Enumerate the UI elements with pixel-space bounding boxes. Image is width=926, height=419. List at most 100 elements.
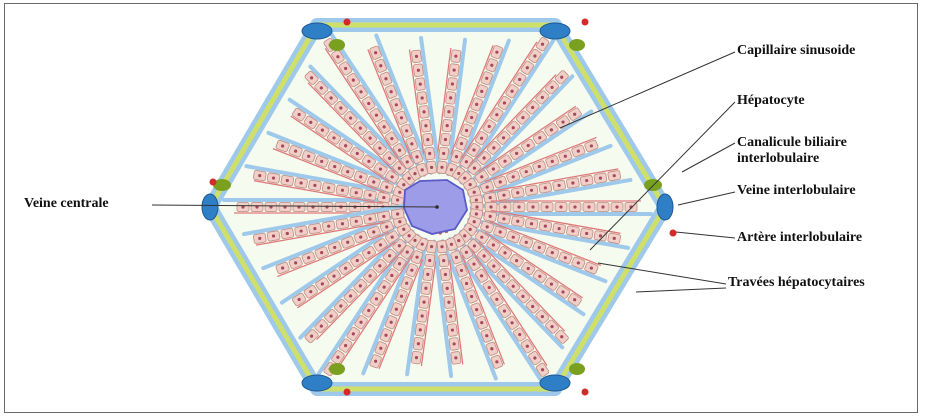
- hepatocyte-nucleus: [344, 66, 348, 71]
- interlobular-bile-duct: [329, 39, 345, 51]
- hepatocyte-nucleus: [457, 238, 461, 243]
- label-capillaire-sinusoide: Capillaire sinusoide: [737, 43, 856, 58]
- bile-canaliculus: [484, 136, 597, 183]
- hepatocyte-nucleus: [359, 235, 363, 239]
- hepatocyte-nucleus: [470, 115, 474, 120]
- hepatocyte-nucleus: [368, 193, 372, 197]
- hepatocyte-nucleus: [538, 136, 542, 140]
- bile-canaliculus: [324, 47, 403, 166]
- hepatocyte-nucleus: [367, 159, 371, 163]
- hepatocyte-nucleus: [394, 103, 398, 107]
- hepatocyte-nucleus: [459, 268, 464, 273]
- bile-canaliculus: [272, 147, 385, 194]
- hepatocyte-nucleus: [399, 294, 404, 298]
- hepatocyte-nucleus: [397, 244, 401, 248]
- hepatocyte-nucleus: [309, 290, 313, 294]
- hepatocyte-nucleus: [449, 242, 454, 246]
- hepatocyte-nucleus: [495, 50, 499, 54]
- hepatocyte-nucleus: [320, 282, 324, 286]
- hepatocyte-nucleus: [537, 164, 541, 169]
- interlobular-artery: [581, 388, 589, 396]
- hepatocyte-nucleus: [388, 156, 392, 160]
- hepatocyte-nucleus: [470, 294, 474, 299]
- hepatocyte-nucleus: [529, 222, 534, 226]
- hepatocyte-nucleus: [410, 268, 414, 272]
- hepatocyte-nucleus: [327, 186, 331, 190]
- portal-triad-3: [539, 18, 589, 51]
- hepatocyte-nucleus: [492, 264, 496, 268]
- interlobular-vein: [656, 193, 674, 221]
- hepatocyte-nucleus: [372, 180, 376, 184]
- sinusoid-capillary: [453, 234, 565, 350]
- hepatocyte-nucleus: [518, 332, 522, 337]
- hepatocyte-nucleus: [526, 143, 530, 148]
- hepatocyte-nucleus: [413, 172, 417, 176]
- interlobular-artery: [581, 18, 589, 26]
- hepatocyte-nucleus: [389, 90, 393, 94]
- hepatocyte-nucleus: [601, 205, 605, 209]
- hepatocyte-nucleus: [447, 110, 451, 114]
- leader-line: [675, 231, 736, 239]
- hepatocyte-nucleus: [472, 166, 477, 170]
- hepatocyte-nucleus: [332, 136, 336, 140]
- hepatocyte-nucleus: [525, 344, 529, 348]
- hepatocyte-nucleus: [495, 297, 499, 301]
- hepatocyte-nucleus: [374, 51, 378, 55]
- interlobular-vein: [301, 22, 333, 40]
- hepatocyte-nucleus: [502, 309, 507, 313]
- sinusoid-capillary: [432, 239, 454, 378]
- hepatocyte-nucleus: [488, 214, 492, 218]
- hepatocyte-nucleus: [503, 251, 507, 255]
- hepatocyte-nucleus: [285, 178, 289, 183]
- hepatocyte-nucleus: [531, 304, 535, 309]
- hepatocyte-nucleus: [449, 314, 453, 318]
- leader-line: [597, 262, 727, 285]
- interlobular-bile-duct: [213, 179, 231, 191]
- hepatocyte-nucleus: [475, 102, 479, 107]
- bile-canaliculus: [489, 168, 619, 193]
- hepatocyte-nucleus: [598, 176, 603, 180]
- hepatocyte-nucleus: [333, 164, 337, 169]
- hepatocyte-nucleus: [271, 176, 276, 180]
- hepatocyte-nucleus: [320, 128, 324, 132]
- hepatocyte-nucleus: [563, 256, 567, 260]
- hepatocyte-nucleus: [480, 175, 484, 179]
- hepatocyte-nucleus: [589, 266, 593, 270]
- hepatocyte-nucleus: [402, 227, 406, 231]
- portal-triad-1: [201, 178, 231, 221]
- hepatocyte-nucleus: [463, 234, 467, 238]
- hepatocyte-nucleus: [459, 141, 464, 146]
- hepatocyte-nucleus: [402, 183, 406, 187]
- hepatocyte-nucleus: [344, 144, 348, 148]
- sinusoid-capillary: [469, 143, 613, 204]
- hepatocyte-nucleus: [525, 66, 529, 70]
- bile-canaliculus: [437, 47, 452, 153]
- hepatocyte-nucleus: [426, 138, 430, 142]
- sinusoid-capillary: [467, 217, 630, 250]
- hepatocyte-nucleus: [498, 180, 502, 184]
- hepatocyte-nucleus: [379, 64, 383, 68]
- hepatocyte-nucleus: [550, 325, 554, 329]
- hepatocyte-nucleus: [524, 170, 528, 174]
- interlobular-bile-duct: [329, 363, 345, 375]
- hepatocyte-nucleus: [560, 335, 564, 339]
- hepatocyte-nucleus: [571, 229, 575, 233]
- hepatocyte-nucleus: [445, 286, 449, 290]
- hepatocyte-nucleus: [355, 258, 359, 263]
- hepatocyte-nucleus: [340, 222, 345, 226]
- bile-canaliculus: [484, 231, 583, 299]
- bile-canaliculus: [470, 248, 548, 366]
- hepatocyte-nucleus: [428, 258, 432, 263]
- hepatocyte-nucleus: [561, 290, 565, 294]
- hepatocyte-nucleus: [452, 342, 456, 346]
- hepatocyte-nucleus: [557, 183, 561, 188]
- hepatocyte-nucleus: [378, 243, 383, 247]
- hepatocyte-nucleus: [351, 78, 355, 82]
- hepatocyte-nucleus: [549, 128, 554, 132]
- hepatocyte-nucleus: [241, 205, 245, 209]
- hepatocyte-nucleus: [346, 240, 350, 244]
- hepatocyte-nucleus: [490, 347, 494, 351]
- hepatocyte-nucleus: [518, 77, 522, 82]
- hepatocyte-nucleus: [414, 54, 419, 58]
- hepatocyte-nucleus: [416, 68, 420, 72]
